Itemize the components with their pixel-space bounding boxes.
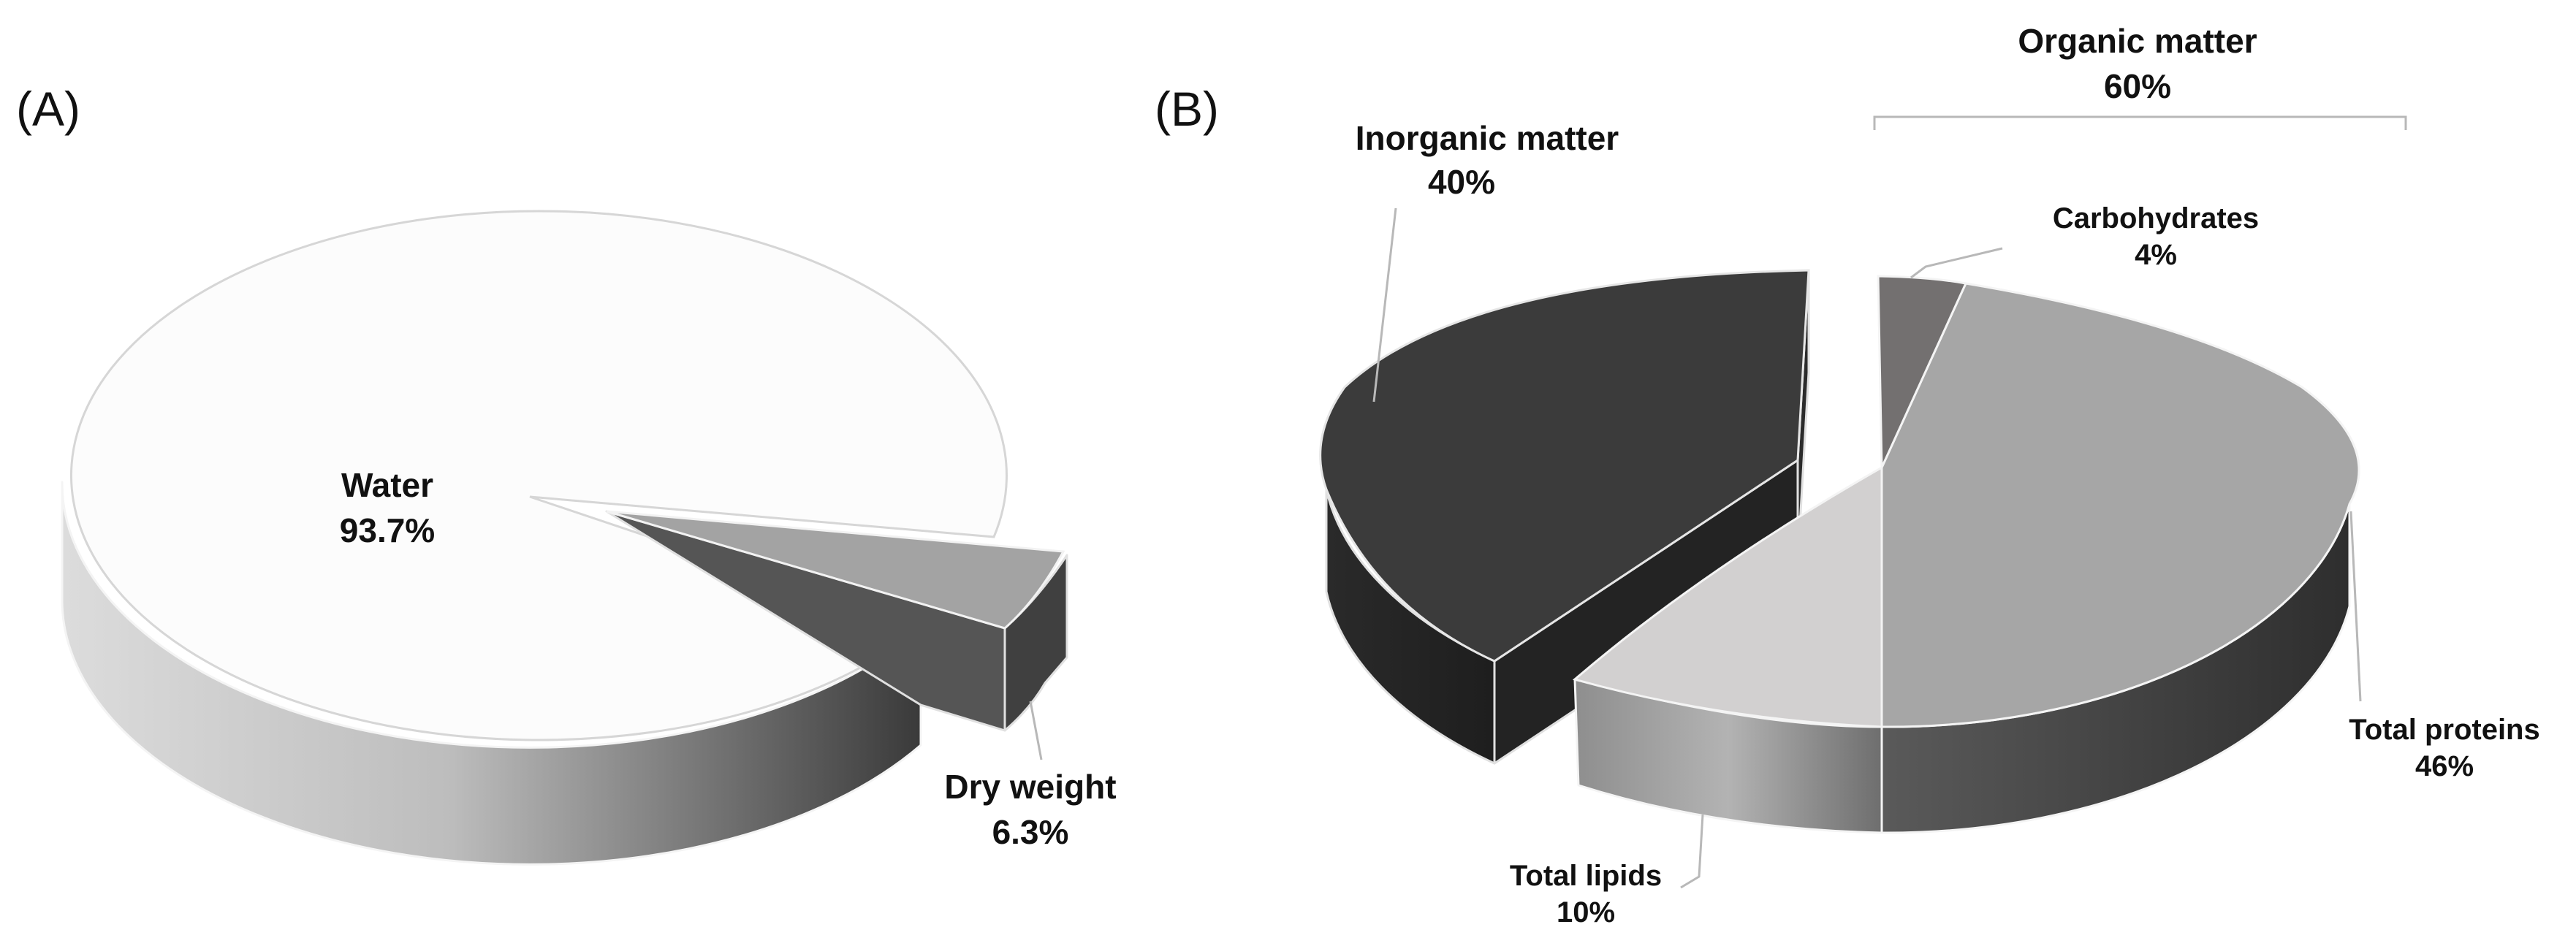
pie-slice-side-water xyxy=(61,481,922,866)
panel-b-letter: (B) xyxy=(1155,82,1219,136)
leader-total-lipids xyxy=(1680,814,1704,889)
value-dry-weight: 6.3% xyxy=(992,813,1069,851)
label-inorganic-matter: Inorganic matter xyxy=(1356,119,1619,157)
pie-slice-carbohydrates xyxy=(1877,275,1968,468)
panel-a-letter: (A) xyxy=(16,82,80,136)
value-water: 93.7% xyxy=(340,511,435,549)
label-carbohydrates: Carbohydrates xyxy=(2053,202,2259,234)
bracket-organic-matter xyxy=(1873,115,2407,130)
leader-inorganic-matter xyxy=(1372,207,1397,403)
label-water: Water xyxy=(341,466,433,504)
label-total-proteins: Total proteins xyxy=(2349,714,2539,746)
value-carbohydrates: 4% xyxy=(2135,239,2177,271)
value-total-proteins: 46% xyxy=(2415,750,2474,782)
pie-slice-total-lipids xyxy=(1572,465,1883,728)
value-inorganic-matter: 40% xyxy=(1428,163,1495,201)
leader-carbohydrates xyxy=(1910,247,2003,279)
leader-dry-weight xyxy=(1029,701,1043,760)
pie-slice-total-proteins xyxy=(1880,282,2360,728)
pie-slice-inorganic-matter xyxy=(1319,269,1810,663)
value-total-lipids: 10% xyxy=(1557,896,1615,928)
panel-a: (A) Water 93.7% Dry weight 6.3% xyxy=(16,82,1117,866)
label-dry-weight: Dry weight xyxy=(944,768,1116,806)
panel-b: (B) Organic matter 60% Inorganic matter … xyxy=(1155,22,2540,928)
value-organic-matter: 60% xyxy=(2104,67,2171,105)
label-total-lipids: Total lipids xyxy=(1510,860,1662,892)
label-organic-matter: Organic matter xyxy=(2018,22,2257,60)
leader-total-proteins xyxy=(2349,511,2362,702)
pie-slice-dry-weight xyxy=(606,510,1065,630)
